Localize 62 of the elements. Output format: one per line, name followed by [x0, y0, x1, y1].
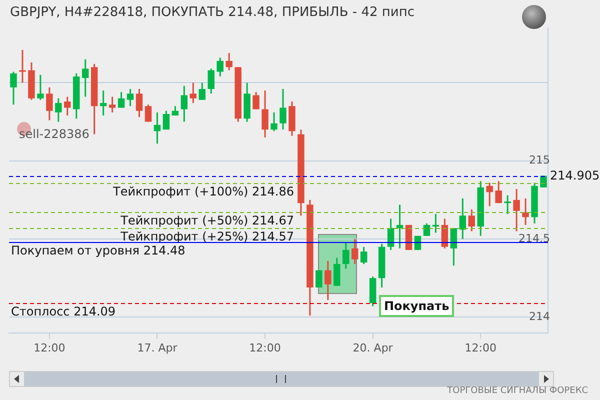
- candlestick: [432, 213, 440, 234]
- candlestick: [504, 194, 511, 215]
- y-tick-label: 215: [529, 154, 550, 167]
- candlestick: [387, 218, 394, 251]
- candlestick: [459, 198, 466, 240]
- x-tick-label: 12:00: [464, 341, 496, 354]
- ref-line-label: Тейкпрофит (+100%) 214.86: [112, 184, 294, 199]
- candlestick: [180, 85, 188, 123]
- candlestick: [64, 96, 71, 116]
- ref-line-label: Тейкпрофит (+25%) 214.57: [120, 230, 294, 244]
- y-tick-label: 214.5: [518, 232, 550, 245]
- candlestick: [423, 222, 430, 237]
- candlestick: [441, 218, 448, 250]
- candlestick: [513, 188, 520, 232]
- candlestick: [208, 68, 214, 94]
- candlestick: [280, 88, 286, 130]
- annotation: sell-228386: [19, 127, 90, 141]
- x-tick-label: 17. Apr: [137, 341, 178, 354]
- candlestick: [100, 90, 107, 116]
- candlestick: [342, 241, 350, 270]
- candlestick: [316, 270, 322, 288]
- y-tick-label: 214: [529, 310, 550, 324]
- x-tick-label: 12:00: [249, 341, 281, 354]
- candlestick: [190, 82, 197, 104]
- ref-line-label: Покупаем от уровня 214.48: [11, 244, 186, 258]
- candlestick: [37, 74, 44, 101]
- candlestick: [216, 56, 224, 78]
- candlestick: [144, 104, 152, 123]
- candlestick: [270, 112, 278, 132]
- candlestick: [46, 86, 53, 121]
- candlestick: [108, 96, 116, 114]
- candlestick: [82, 58, 89, 98]
- ref-line-label: 214.905: [550, 168, 600, 183]
- candlestick: [324, 260, 332, 301]
- x-tick-label: 12:00: [34, 341, 66, 354]
- text: ТОРГОВЫЕ СИГНАЛЫ ФОРЕКС: [447, 386, 588, 396]
- candlestick: [198, 82, 206, 101]
- x-tick-label: 20. Apr: [352, 341, 394, 354]
- candlestick: [360, 246, 368, 265]
- chart-title: GBPJPY, H4#228418, ПОКУПАТЬ 214.48, ПРИБЫЛЬ - 42 пипс: [10, 5, 414, 20]
- candlestick: [10, 71, 17, 106]
- candlestick: [396, 204, 404, 250]
- candlestick: [468, 208, 476, 232]
- candlestick: [450, 227, 458, 266]
- candlestick: [154, 112, 161, 144]
- candlestick: [522, 198, 529, 226]
- candlestick: [55, 98, 62, 123]
- candlestick: [162, 110, 170, 130]
- candlestick: [118, 91, 125, 108]
- candlestick: [136, 88, 143, 118]
- candlestick: [126, 88, 134, 107]
- candlestick: [351, 238, 358, 265]
- candlestick: [252, 91, 260, 110]
- annotation: Покупать: [379, 295, 454, 317]
- candlestick: [486, 182, 493, 207]
- ref-line-label: Тейкпрофит (+50%) 214.67: [120, 214, 294, 228]
- candlestick: [495, 180, 502, 204]
- candlestick: [334, 257, 340, 287]
- candlestick: [226, 52, 232, 71]
- ref-line-label: Стоплосс 214.09: [11, 304, 116, 319]
- candlestick: [262, 90, 268, 138]
- candlestick: [19, 49, 26, 84]
